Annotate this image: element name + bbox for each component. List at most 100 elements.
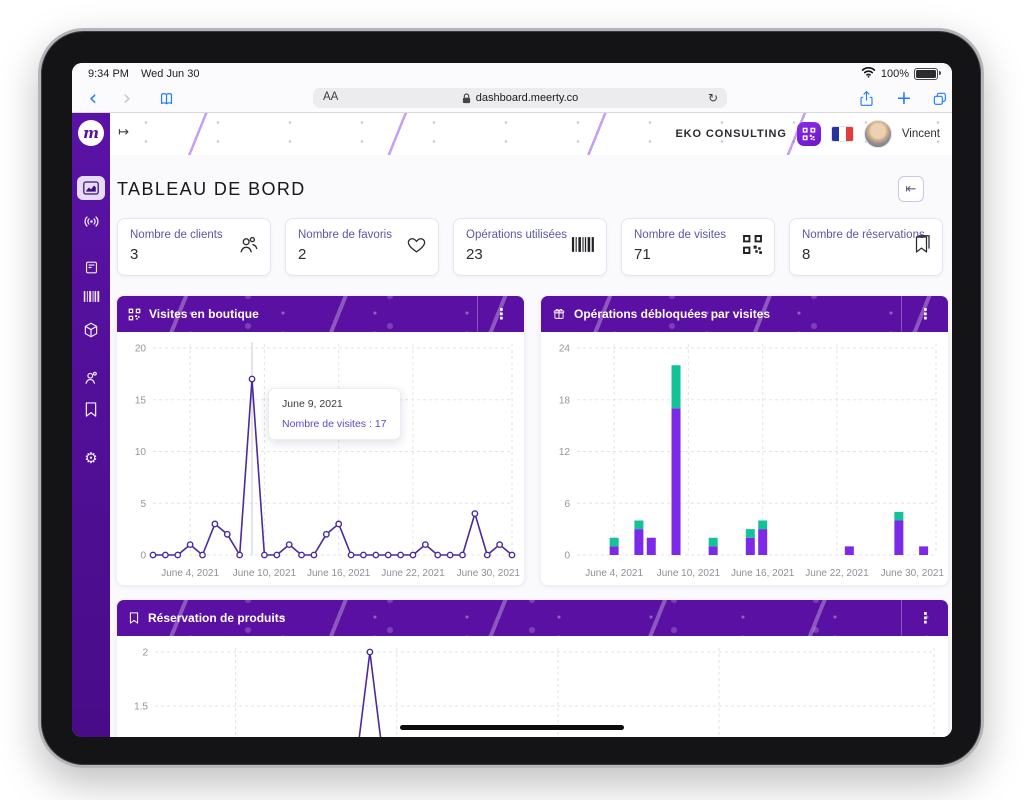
svg-text:2: 2 <box>142 648 148 659</box>
chart-title: Réservation de produits <box>148 611 286 625</box>
operations-chart-card: Opérations débloquées par visites ⋮ 0 6 12… <box>541 296 948 585</box>
bookmark-icon <box>85 402 97 417</box>
bookmark-icon <box>129 612 139 624</box>
reservations-chart-header: Réservation de produits ⋮ <box>117 600 948 636</box>
stat-value: 71 <box>634 246 651 263</box>
reader-mode-button[interactable]: AA <box>323 91 339 103</box>
stat-value: 23 <box>466 246 483 263</box>
barcode-icon <box>83 291 99 302</box>
stat-label: Opérations utilisées <box>466 229 567 241</box>
forward-button[interactable]: › <box>122 86 132 110</box>
svg-text:6: 6 <box>564 499 570 510</box>
svg-text:0: 0 <box>564 551 570 562</box>
svg-text:10: 10 <box>135 447 147 458</box>
battery-icon <box>914 67 941 80</box>
qr-code-icon <box>742 234 763 260</box>
share-button[interactable] <box>854 85 878 112</box>
french-flag-icon[interactable] <box>830 126 854 142</box>
sidebar-item-customers[interactable] <box>72 369 110 387</box>
heart-icon <box>406 235 427 259</box>
address-bar[interactable]: AA dashboard.meerty.co ↻ <box>313 88 727 108</box>
sidebar-nav: m <box>72 113 110 737</box>
status-bar: 9:34 PM Wed Jun 30 100% <box>72 63 952 85</box>
user-name[interactable]: Vincent <box>901 128 940 140</box>
sidebar-item-settings[interactable]: ⚙ <box>72 449 110 467</box>
tab-overview-button[interactable] <box>928 85 952 112</box>
battery-percent: 100% <box>880 67 909 80</box>
chart-menu-button[interactable]: ⋮ <box>494 304 509 323</box>
back-button[interactable]: ‹ <box>88 86 98 110</box>
customers-icon <box>85 371 97 384</box>
tooltip-date: June 9, 2021 <box>282 397 343 410</box>
bookmark-icon <box>912 235 931 260</box>
collapse-panel-button[interactable]: ⇤ <box>898 176 924 202</box>
svg-text:June 10, 2021: June 10, 2021 <box>657 568 721 579</box>
sidebar-item-package[interactable] <box>72 321 110 339</box>
svg-text:June 30, 2021: June 30, 2021 <box>881 568 945 579</box>
sidebar-item-pos-terminal[interactable] <box>72 259 110 276</box>
barcode-icon <box>571 236 595 258</box>
pos-terminal-icon <box>85 261 97 274</box>
sidebar-item-barcode[interactable] <box>72 289 110 304</box>
visits-chart-card: Visites en boutique ⋮ June 9, 2021 Nombr… <box>117 296 524 585</box>
home-indicator[interactable] <box>400 725 624 730</box>
stat-card-clients[interactable]: Nombre de clients 3 <box>117 218 271 276</box>
sidebar-item-bookmarks[interactable] <box>72 401 110 418</box>
chart-menu-button[interactable]: ⋮ <box>918 304 933 323</box>
svg-text:20: 20 <box>135 344 147 355</box>
chart-menu-button[interactable]: ⋮ <box>918 608 933 627</box>
svg-text:June 30, 2021: June 30, 2021 <box>457 568 521 579</box>
stat-label: Nombre de favoris <box>298 229 392 241</box>
browser-toolbar: ‹ › AA dashboard.meerty.co ↻ <box>72 85 952 113</box>
reservations-chart-card: Réservation de produits ⋮ 2 1.5 <box>117 600 948 737</box>
screen: 9:34 PM Wed Jun 30 100% ‹ › <box>72 63 952 737</box>
svg-text:June 4, 2021: June 4, 2021 <box>585 568 643 579</box>
svg-text:5: 5 <box>140 499 146 510</box>
svg-text:0: 0 <box>140 551 146 562</box>
page-title: TABLEAU DE BORD <box>117 179 306 199</box>
chart-title: Opérations débloquées par visites <box>574 307 771 321</box>
meerty-logo[interactable]: m <box>78 120 104 146</box>
app-header: ↦ EKO CONSULTING Vincent <box>110 113 952 156</box>
svg-text:18: 18 <box>559 395 571 406</box>
people-icon <box>237 235 259 260</box>
reservations-line-chart: 2 1.5 <box>117 636 948 737</box>
stat-value: 2 <box>298 246 307 263</box>
new-tab-button[interactable]: + <box>896 87 912 109</box>
chart-tooltip: June 9, 2021 Nombre de visites : 17 <box>268 387 401 440</box>
stat-card-operations[interactable]: Opérations utilisées 23 <box>453 218 607 276</box>
chart-title: Visites en boutique <box>149 307 259 321</box>
stat-card-reservations[interactable]: Nombre de réservations 8 <box>789 218 943 276</box>
tablet-frame: 9:34 PM Wed Jun 30 100% ‹ › <box>38 28 984 768</box>
dashboard-app: m <box>72 113 952 737</box>
tooltip-value: Nombre de visites : 17 <box>282 417 387 430</box>
wifi-icon <box>861 66 876 81</box>
expand-sidebar-button[interactable]: ↦ <box>118 125 129 140</box>
company-name: EKO CONSULTING <box>675 128 787 140</box>
stat-value: 8 <box>802 246 811 263</box>
stat-card-visites[interactable]: Nombre de visites 71 <box>621 218 775 276</box>
svg-text:June 16, 2021: June 16, 2021 <box>307 568 371 579</box>
broadcast-icon <box>84 216 98 227</box>
svg-text:12: 12 <box>559 447 571 458</box>
svg-text:24: 24 <box>559 344 571 355</box>
qr-code-icon <box>802 127 816 141</box>
svg-text:June 22, 2021: June 22, 2021 <box>805 568 869 579</box>
sidebar-item-broadcast[interactable] <box>72 212 110 231</box>
operations-chart-header: Opérations débloquées par visites ⋮ <box>541 296 948 332</box>
stat-label: Nombre de visites <box>634 229 727 241</box>
stat-label: Nombre de réservations <box>802 229 925 241</box>
bookmarks-sidebar-button[interactable] <box>154 85 178 112</box>
package-icon <box>84 322 98 338</box>
stat-value: 3 <box>130 246 139 263</box>
visits-chart-header: Visites en boutique ⋮ <box>117 296 524 332</box>
lock-icon <box>462 92 470 103</box>
area-chart-icon <box>83 181 99 195</box>
svg-text:June 4, 2021: June 4, 2021 <box>161 568 219 579</box>
reload-button[interactable]: ↻ <box>707 90 718 105</box>
user-avatar[interactable] <box>863 120 892 148</box>
gear-icon: ⚙ <box>84 449 98 467</box>
stat-card-favoris[interactable]: Nombre de favoris 2 <box>285 218 439 276</box>
sidebar-item-dashboard[interactable] <box>77 176 105 200</box>
qr-code-button[interactable] <box>796 122 821 146</box>
